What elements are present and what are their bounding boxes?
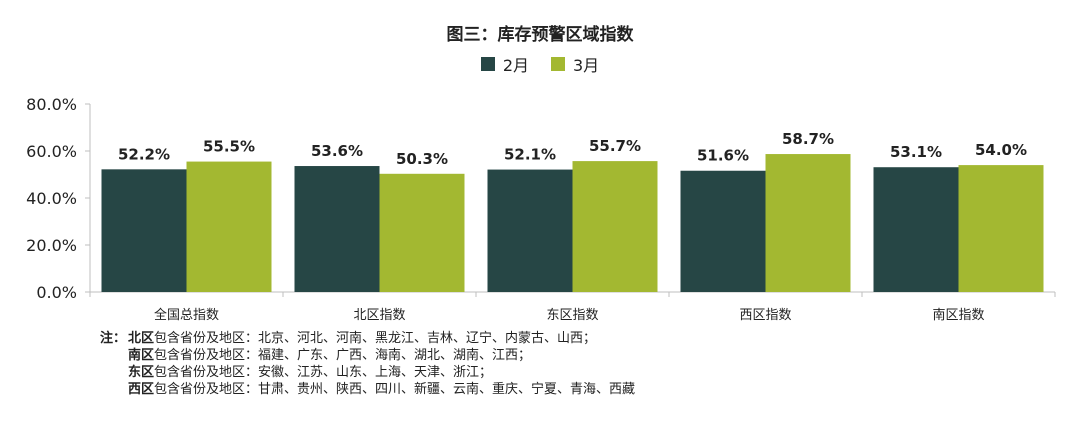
- legend: 2月 3月: [0, 52, 1080, 76]
- x-category-label: 西区指数: [739, 308, 791, 323]
- note-row-east: 东区包含省份及地区：安徽、江苏、山东、上海、天津、浙江；: [100, 364, 635, 381]
- chart-title: 图三：库存预警区域指数: [446, 25, 634, 45]
- y-tick-label: 60.0%: [26, 142, 77, 161]
- note-row-south: 南区包含省份及地区：福建、广东、广西、海南、湖北、湖南、江西；: [100, 347, 635, 364]
- bar-feb: [487, 169, 573, 292]
- notes: 注： 北区包含省份及地区：北京、河北、河南、黑龙江、吉林、辽宁、内蒙古、山西； 南…: [100, 330, 635, 398]
- note-row-north: 注： 北区包含省份及地区：北京、河北、河南、黑龙江、吉林、辽宁、内蒙古、山西；: [100, 330, 635, 347]
- x-category-label: 南区指数: [932, 307, 984, 323]
- data-label: 52.2%: [118, 145, 170, 163]
- note-region: 北区: [128, 331, 155, 346]
- data-label: 53.6%: [311, 142, 363, 160]
- y-tick-label: 40.0%: [26, 189, 77, 208]
- bar-mar: [958, 165, 1044, 292]
- data-label: 55.7%: [589, 137, 641, 155]
- bar-chart: 0.0% 20.0% 40.0% 60.0% 80.0% 52.2% 55.5% 全国总指数 5…: [26, 95, 1056, 323]
- bar-mar: [379, 173, 465, 292]
- legend-label-feb: 2月: [502, 56, 529, 75]
- legend-item-mar: 3月: [551, 52, 599, 76]
- bar-feb: [873, 167, 959, 292]
- legend-label-mar: 3月: [573, 56, 600, 75]
- note-region: 东区: [128, 365, 155, 380]
- bar-mar: [186, 161, 272, 292]
- note-region: 南区: [128, 348, 155, 363]
- note-text: 包含省份及地区：安徽、江苏、山东、上海、天津、浙江；: [154, 365, 493, 380]
- y-tick-label: 0.0%: [36, 283, 77, 302]
- note-text: 包含省份及地区：福建、广东、广西、海南、湖北、湖南、江西；: [154, 348, 532, 363]
- data-label: 51.6%: [697, 147, 749, 165]
- bar-feb: [680, 170, 766, 292]
- legend-swatch-mar: [551, 57, 565, 71]
- bar-mar: [572, 161, 658, 292]
- data-label: 52.1%: [504, 146, 556, 164]
- note-row-west: 西区包含省份及地区：甘肃、贵州、陕西、四川、新疆、云南、重庆、宁夏、青海、西藏: [100, 381, 635, 398]
- bar-feb: [101, 169, 187, 292]
- data-label: 58.7%: [782, 130, 834, 148]
- note-region: 西区: [128, 382, 155, 397]
- data-label: 55.5%: [203, 138, 255, 156]
- data-label: 54.0%: [975, 141, 1027, 159]
- data-label: 53.1%: [890, 143, 942, 161]
- note-text: 包含省份及地区：甘肃、贵州、陕西、四川、新疆、云南、重庆、宁夏、青海、西藏: [154, 382, 636, 397]
- x-category-label: 全国总指数: [154, 307, 219, 323]
- bar-mar: [765, 154, 851, 292]
- y-tick-label: 80.0%: [26, 95, 77, 114]
- x-category-label: 东区指数: [546, 308, 598, 323]
- y-tick-label: 20.0%: [26, 236, 77, 255]
- data-label: 50.3%: [396, 150, 448, 168]
- note-prefix: 注：: [100, 331, 127, 346]
- bar-feb: [294, 166, 380, 292]
- legend-swatch-feb: [480, 57, 495, 71]
- note-text: 包含省份及地区：北京、河北、河南、黑龙江、吉林、辽宁、内蒙古、山西；: [154, 331, 597, 346]
- legend-item-feb: 2月: [480, 52, 529, 76]
- x-category-label: 北区指数: [353, 308, 405, 323]
